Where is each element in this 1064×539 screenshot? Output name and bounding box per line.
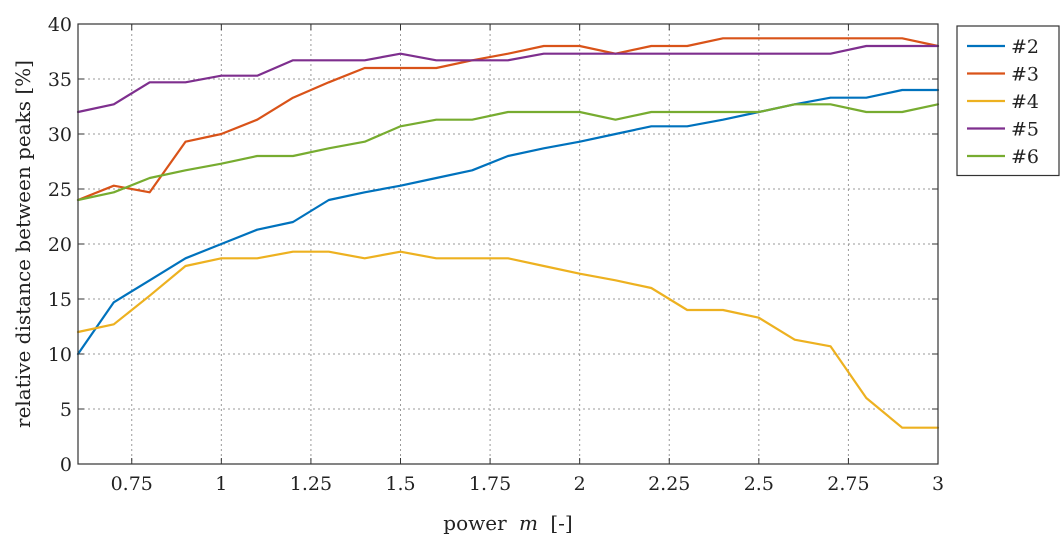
y-axis-label: relative distance between peaks [%] — [11, 60, 35, 428]
x-tick-label: 1.75 — [469, 473, 511, 495]
legend-label: #2 — [1011, 36, 1039, 58]
series-line-3 — [76, 250, 940, 429]
x-axis-label-symbol: m — [519, 511, 538, 535]
series-line-5 — [76, 103, 940, 202]
y-tick-label: 20 — [48, 234, 72, 256]
axis-ticks: 0.75 1 1.25 1.5 1.75 2 2.25 2.5 2.75 305101520253… — [48, 14, 944, 495]
series-line-4 — [76, 44, 940, 114]
x-tick-label: 1.25 — [290, 473, 332, 495]
x-tick-label: 1 — [215, 473, 227, 495]
series-lines — [76, 37, 940, 429]
series-line-2 — [76, 37, 940, 202]
y-tick-label: 5 — [60, 399, 72, 421]
grid — [78, 24, 939, 464]
y-tick-label: 30 — [48, 124, 72, 146]
x-tick-label: 0.75 — [111, 473, 153, 495]
legend-label: #3 — [1011, 64, 1039, 86]
x-tick-label: 3 — [932, 473, 944, 495]
x-tick-label: 2.5 — [744, 473, 774, 495]
x-tick-label: 1.5 — [385, 473, 415, 495]
x-axis-label-main: power — [443, 511, 507, 535]
legend-label: #6 — [1011, 146, 1039, 168]
y-tick-label: 40 — [48, 14, 72, 36]
y-tick-label: 15 — [48, 289, 72, 311]
x-tick-label: 2.25 — [648, 473, 690, 495]
y-tick-label: 0 — [60, 454, 72, 476]
x-tick-label: 2.75 — [827, 473, 869, 495]
legend-label: #5 — [1011, 119, 1039, 141]
x-axis-label: power m [-] — [443, 511, 572, 535]
y-tick-label: 25 — [48, 179, 72, 201]
y-tick-label: 35 — [48, 69, 72, 91]
x-axis-label-unit: [-] — [550, 511, 572, 535]
y-tick-label: 10 — [48, 344, 72, 366]
legend: #2 #3 #4 #5 #6 — [956, 25, 1060, 177]
x-tick-label: 2 — [574, 473, 586, 495]
series-line-1 — [76, 88, 940, 356]
legend-label: #4 — [1011, 91, 1039, 113]
